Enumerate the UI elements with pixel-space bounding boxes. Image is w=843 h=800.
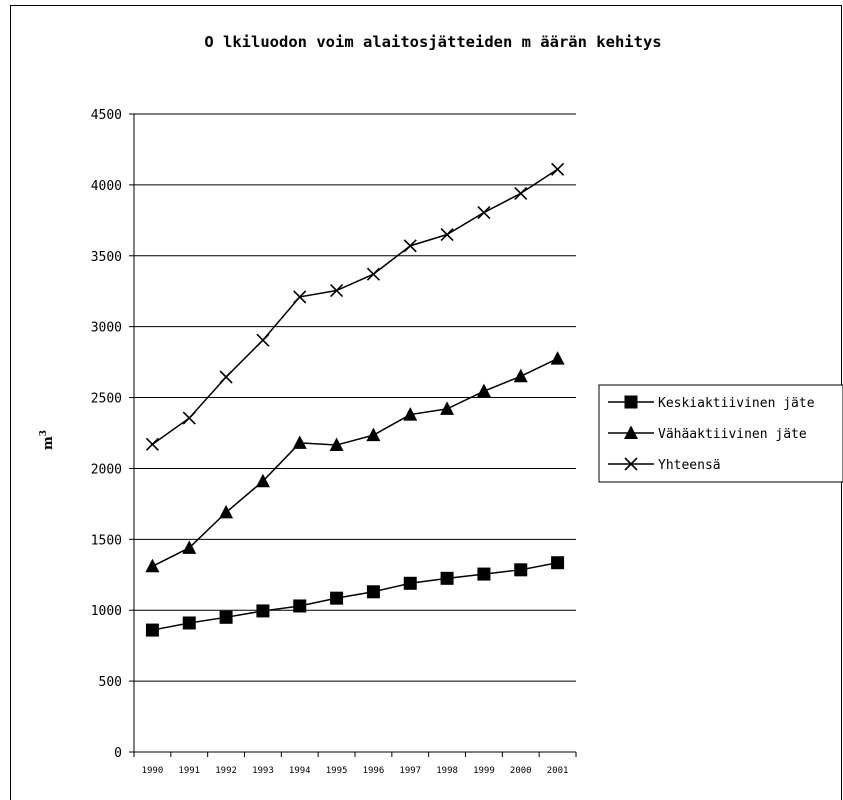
x-tick-label-1996: 1996 [363, 766, 385, 776]
data-point-2-1998 [440, 227, 454, 242]
series-line-2 [151, 168, 558, 445]
x-tick-label-1993: 1993 [252, 766, 274, 776]
x-tick-label-1998: 1998 [436, 766, 458, 776]
data-point-1-1993 [255, 473, 270, 488]
data-point-2-1993 [256, 333, 270, 347]
data-point-0-1991 [182, 616, 196, 630]
data-point-2-1999 [477, 205, 491, 220]
data-point-0-1993 [256, 604, 270, 618]
data-point-1-1991 [182, 540, 197, 554]
data-point-0-1997 [403, 576, 417, 590]
y-axis-label-text: m [41, 436, 56, 450]
y-axis-label-superscript: 3 [39, 430, 49, 436]
data-point-2-1996 [366, 267, 380, 281]
data-point-1-1995 [329, 437, 344, 452]
data-point-2-1991 [182, 411, 196, 425]
data-point-1-1992 [219, 504, 234, 519]
data-point-2-2001 [551, 162, 565, 176]
data-point-1-2001 [550, 351, 565, 365]
series-line-0 [152, 561, 558, 631]
x-tick-label-1994: 1994 [289, 766, 311, 776]
legend-marker-1 [624, 425, 638, 439]
data-point-2-1992 [219, 370, 233, 384]
legend-label-0: Keskiaktiivinen jäte [658, 396, 815, 411]
data-point-2-1995 [330, 283, 344, 298]
y-tick-label-3500: 3500 [91, 250, 122, 265]
data-point-1-1996 [366, 427, 381, 442]
legend: Keskiaktiivinen jäte Vähäaktiivinen jäte Y… [598, 384, 843, 483]
x-tick-label-1997: 1997 [399, 766, 421, 776]
data-point-0-1990 [145, 623, 159, 637]
data-point-0-1992 [219, 610, 233, 624]
data-point-2-1994 [293, 290, 307, 304]
series-1 [145, 351, 565, 573]
y-tick-label-1500: 1500 [91, 533, 122, 548]
chart-title: O lkiluodon voim alaitosjätteiden m äärä… [204, 33, 661, 51]
data-point-0-1998 [440, 571, 454, 585]
y-tick-label-4000: 4000 [91, 179, 122, 194]
data-point-1-1998 [440, 401, 455, 415]
data-series [145, 162, 565, 637]
legend-label-2: Yhteensä [658, 458, 721, 473]
y-tick-label-1000: 1000 [91, 604, 122, 619]
data-point-1-1994 [292, 435, 307, 449]
legend-marker-0 [624, 395, 638, 409]
data-point-1-1990 [145, 558, 160, 573]
data-point-2-2000 [514, 186, 528, 200]
x-tick-label-1991: 1991 [178, 766, 200, 776]
data-point-1-2000 [513, 368, 528, 383]
data-point-0-1999 [477, 567, 491, 581]
y-tick-labels: 0 500 1000 1500 2000 2500 3000 3500 4000 4500 [91, 108, 122, 761]
y-tick-label-2500: 2500 [91, 392, 122, 407]
y-tick-label-4500: 4500 [91, 108, 122, 123]
legend-marker-2 [624, 457, 638, 471]
axes [129, 113, 577, 757]
data-point-0-2000 [514, 563, 528, 577]
series-2 [145, 162, 565, 451]
data-point-0-1995 [330, 591, 344, 605]
y-tick-label-500: 500 [99, 675, 122, 690]
x-tick-label-1999: 1999 [473, 766, 495, 776]
y-tick-label-2000: 2000 [91, 462, 122, 477]
legend-label-1: Vähäaktiivinen jäte [658, 427, 807, 442]
x-tick-label-1995: 1995 [326, 766, 348, 776]
x-tick-label-1992: 1992 [215, 766, 237, 776]
data-point-0-1994 [293, 599, 307, 613]
data-point-1-1997 [403, 407, 418, 421]
data-point-2-1990 [145, 437, 159, 451]
data-point-1-1999 [476, 383, 491, 398]
y-tick-label-3000: 3000 [91, 321, 122, 336]
series-line-1 [152, 357, 558, 567]
x-tick-label-2000: 2000 [510, 766, 532, 776]
y-axis-label: m3 [39, 430, 56, 450]
x-tick-label-1990: 1990 [142, 766, 164, 776]
x-tick-labels: 1990 1991 1992 1993 1994 1995 1996 1997 1998 1999… [142, 766, 569, 776]
data-point-0-1996 [366, 585, 380, 599]
x-tick-label-2001: 2001 [547, 766, 569, 776]
data-point-0-2001 [551, 556, 565, 570]
data-point-2-1997 [403, 239, 417, 253]
series-0 [145, 556, 565, 637]
y-tick-label-0: 0 [114, 746, 122, 761]
